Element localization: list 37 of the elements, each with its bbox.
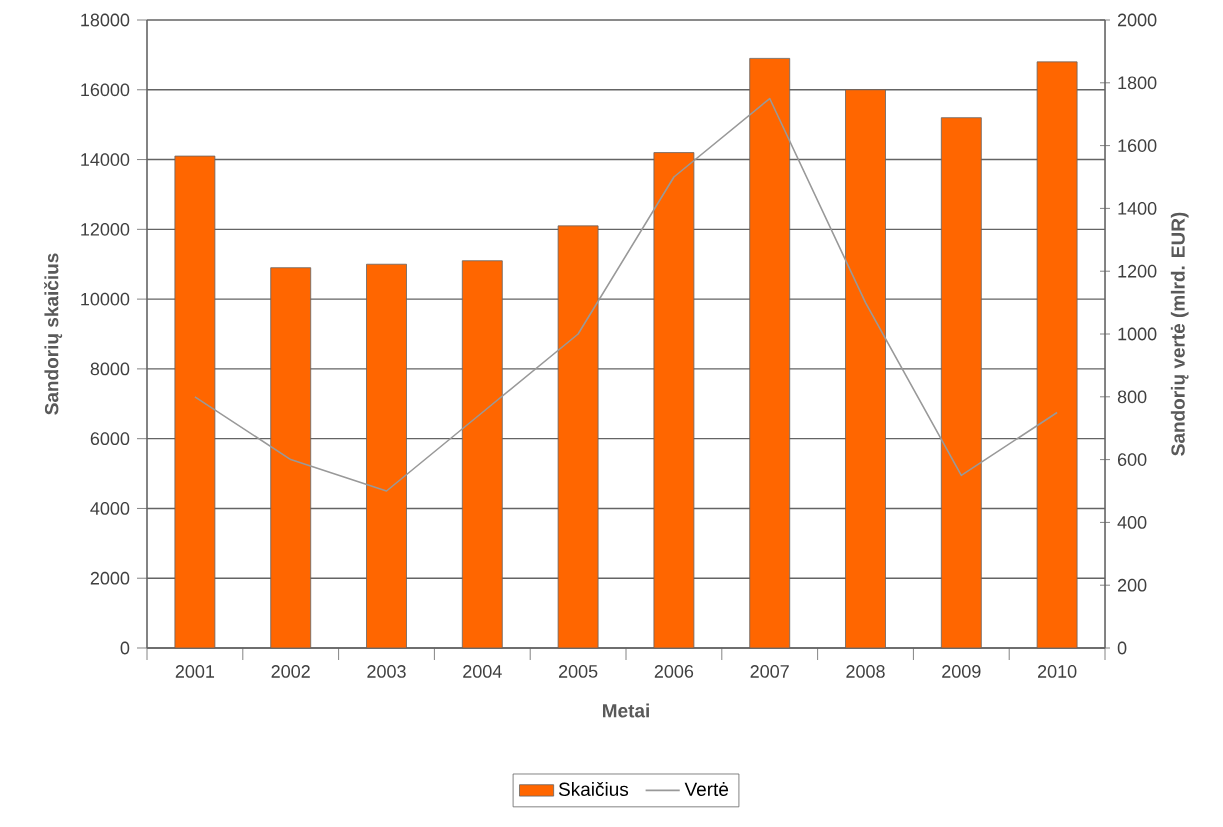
y-tick-label: 14000: [81, 153, 130, 166]
y-axis-title: Sandorių skaičius: [44, 253, 63, 415]
x-tick-label: 2004: [463, 665, 502, 678]
y2-tick-label: 0: [1117, 641, 1127, 655]
y2-tick-label: 1200: [1118, 264, 1157, 278]
x-tick-label: 2001: [175, 665, 215, 678]
y-tick-label: 2000: [90, 571, 130, 585]
y2-tick-label: 600: [1117, 453, 1147, 466]
y-tick-label: 0: [120, 641, 130, 655]
y2-tick-label: 400: [1117, 516, 1147, 529]
x-tick-label: 2009: [942, 665, 981, 678]
y-tick-label: 12000: [81, 222, 130, 236]
line-series: [194, 97, 1058, 492]
x-axis-title: Metai: [603, 703, 649, 718]
y2-tick-label: 1600: [1118, 139, 1157, 152]
y-tick-label: 6000: [90, 432, 130, 446]
y2-tick-label: 800: [1117, 390, 1147, 404]
x-tick-label: 2002: [271, 665, 310, 678]
y2-tick-label: 1000: [1118, 327, 1157, 341]
x-tick-label: 2003: [367, 665, 406, 678]
x-tick-label: 2010: [1038, 665, 1077, 678]
y2-axis-title: Sandorių vertė (mlrd. EUR): [1170, 212, 1189, 456]
x-tick-label: 2008: [846, 665, 885, 678]
y2-tick-label: 2000: [1117, 13, 1157, 27]
y2-tick-label: 1400: [1118, 202, 1157, 215]
legend-label: Skaičius: [558, 782, 629, 797]
legend-label: Vertė: [684, 782, 729, 796]
x-tick-label: 2005: [558, 665, 598, 678]
y-tick-label: 10000: [81, 292, 130, 306]
y-tick-label: 4000: [90, 502, 130, 515]
x-tick-label: 2007: [750, 665, 789, 678]
y-tick-label: 16000: [81, 83, 130, 97]
x-tick-label: 2006: [654, 665, 694, 678]
y2-tick-label: 200: [1117, 578, 1147, 592]
y-tick-label: 8000: [90, 362, 130, 376]
y-tick-label: 18000: [81, 13, 130, 27]
y2-tick-label: 1800: [1118, 76, 1157, 90]
